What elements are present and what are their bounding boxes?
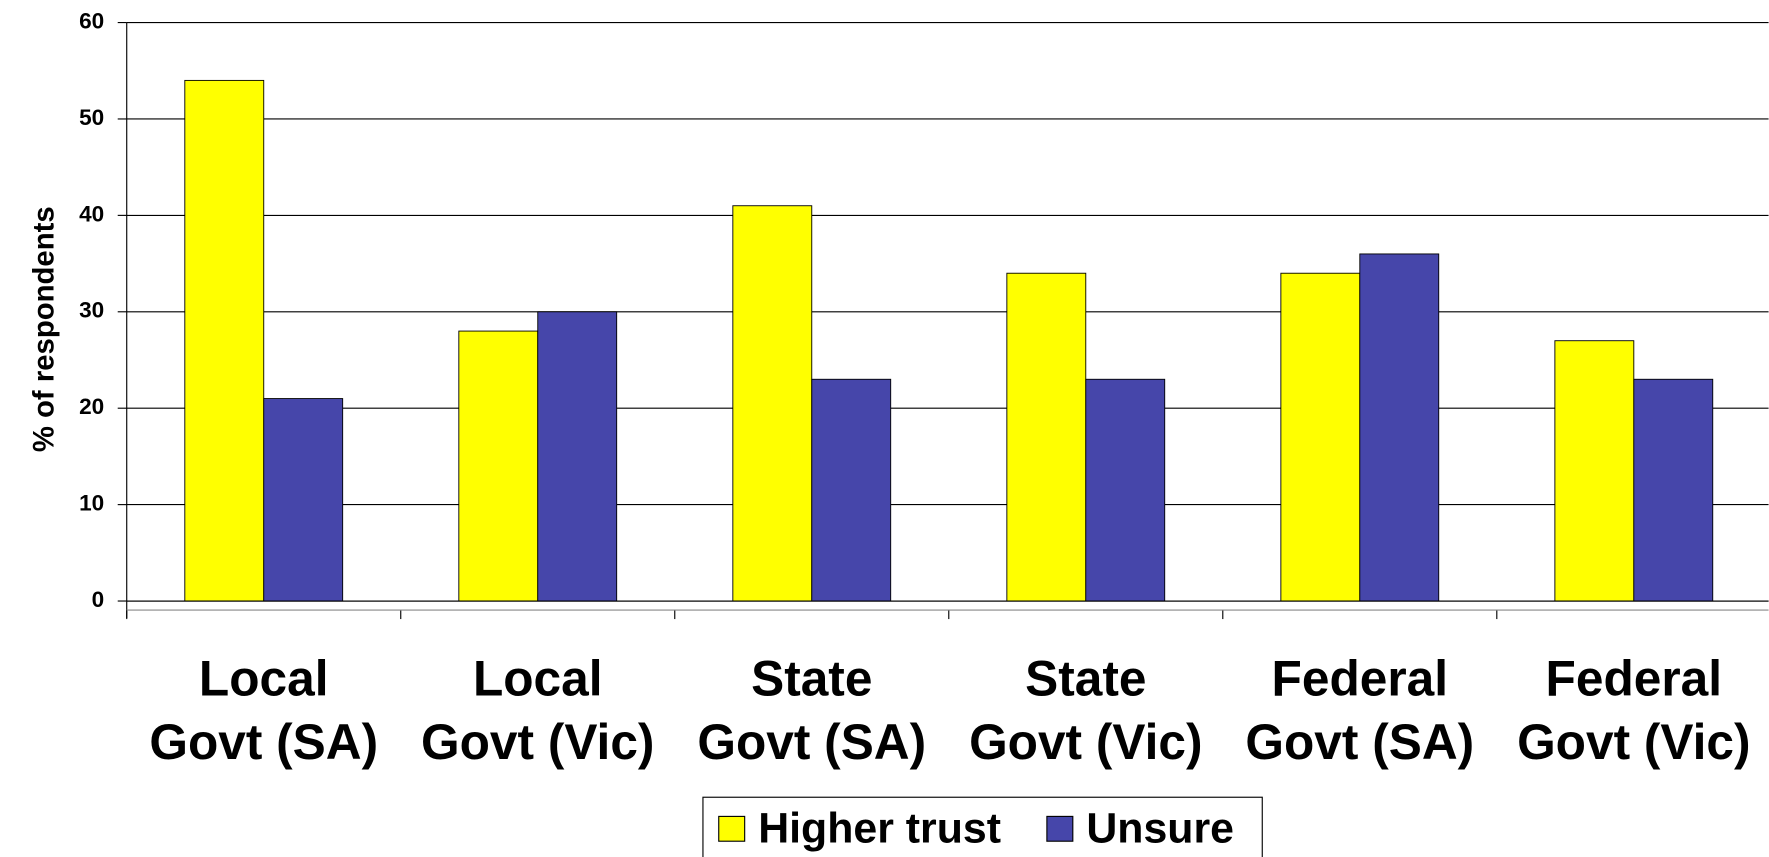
legend-label: Unsure: [1086, 804, 1234, 852]
legend-swatch: [1046, 815, 1074, 842]
y-tick-label: 10: [79, 491, 104, 516]
x-tick-label: State Govt (SA): [697, 651, 926, 770]
bar: [732, 205, 813, 602]
x-tick-label: State Govt (Vic): [969, 651, 1202, 770]
y-tick-label: 20: [79, 394, 104, 419]
x-tick-label: Federal Govt (SA): [1245, 651, 1474, 770]
y-tick-label: 0: [92, 587, 105, 612]
bar: [1359, 253, 1440, 602]
legend-swatch: [718, 815, 746, 842]
y-tick-label: 40: [79, 201, 104, 226]
x-tick-label: Local Govt (Vic): [421, 651, 654, 770]
bar: [458, 330, 539, 602]
y-tick-label: 30: [79, 298, 104, 323]
legend-label: Higher trust: [758, 804, 1001, 852]
bar: [1085, 378, 1166, 602]
bar: [811, 378, 892, 602]
x-tick-label: Federal Govt (Vic): [1517, 651, 1750, 770]
bar: [1006, 272, 1087, 602]
y-axis-title: % of respondents: [27, 206, 60, 452]
bar: [1554, 340, 1635, 602]
x-tick-label: Local Govt (SA): [149, 651, 378, 770]
y-tick-label: 60: [79, 9, 104, 34]
legend-box: [702, 796, 1263, 857]
y-tick-label: 50: [79, 105, 104, 130]
bar: [1633, 378, 1714, 602]
bar: [184, 79, 265, 602]
bar: [537, 311, 618, 602]
bar: [263, 398, 344, 602]
bar: [1280, 272, 1361, 602]
